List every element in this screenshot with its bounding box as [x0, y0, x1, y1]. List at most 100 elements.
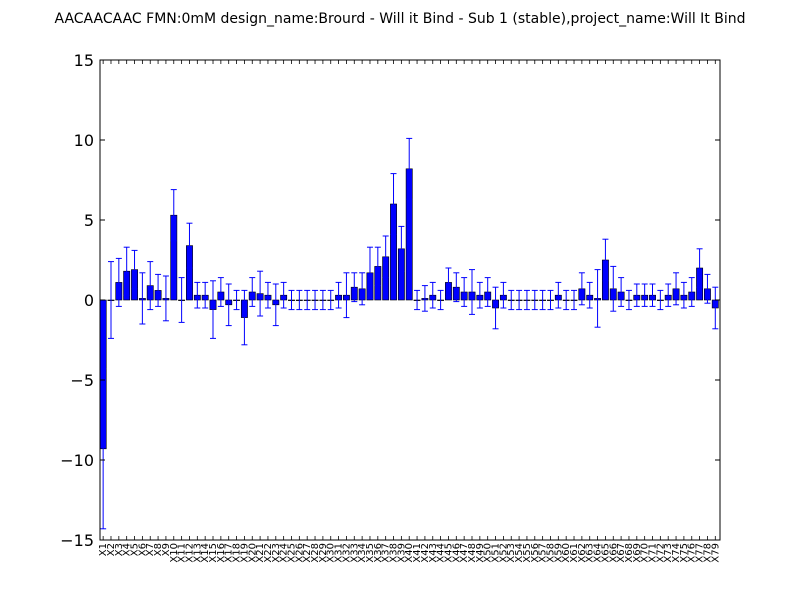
y-tick-label: 15 [74, 51, 94, 70]
x-tick-label: X62 [577, 543, 588, 563]
error-bar-x38 [390, 173, 397, 235]
error-bar-x48 [469, 269, 475, 315]
x-tick-label: X19 [239, 543, 250, 563]
error-bar-x17 [225, 283, 232, 327]
error-bar-x55 [523, 289, 530, 311]
y-tick-label: −5 [70, 371, 94, 390]
x-tick-label: X55 [522, 543, 533, 563]
y-tick-label: −10 [60, 451, 94, 470]
error-bar-x73 [665, 283, 672, 307]
error-bar-x16 [217, 277, 224, 307]
x-tick-label: X65 [600, 543, 611, 563]
x-tick-label: X4 [122, 543, 133, 556]
error-bar-x51 [492, 286, 499, 330]
x-tick-label: X30 [326, 543, 337, 563]
x-tick-label: X43 [428, 543, 439, 563]
y-tick-label: 10 [74, 131, 94, 150]
x-tick-label: X33 [349, 543, 360, 563]
x-tick-label: X21 [255, 543, 266, 563]
error-bar-x24 [280, 281, 287, 309]
x-tick-label: X67 [616, 543, 627, 563]
error-bar-x21 [257, 270, 264, 317]
error-bar-x46 [453, 272, 460, 303]
x-tick-label: X13 [192, 543, 203, 563]
x-tick-label: X12 [184, 543, 195, 563]
x-tick-label: X14 [200, 543, 211, 563]
x-tick-label: X34 [357, 543, 368, 563]
x-tick-label: X45 [443, 543, 454, 563]
x-tick-label: X8 [153, 543, 164, 556]
x-tick-label: X58 [545, 543, 556, 563]
error-bar-x40 [406, 137, 413, 200]
x-tick-label: X25 [286, 543, 297, 563]
x-tick-label: X63 [585, 543, 596, 563]
error-bar-x25 [288, 289, 295, 311]
x-tick-label: X69 [632, 543, 643, 563]
error-bar-x3 [115, 257, 122, 307]
x-tick-label: X23 [271, 543, 282, 563]
error-bar-x75 [680, 281, 687, 309]
x-tick-label: X47 [459, 543, 470, 563]
x-tick-label: X74 [671, 543, 682, 563]
error-bar-x31 [335, 281, 342, 309]
error-bar-x65 [602, 238, 609, 282]
error-bar-x52 [500, 281, 507, 309]
x-axis: X1X2X3X4X5X6X7X8X9X10X11X12X13X14X15X16X… [98, 60, 721, 563]
error-bar-x15 [210, 280, 217, 339]
y-tick-label: 5 [84, 211, 94, 230]
error-bar-x32 [343, 272, 350, 319]
x-tick-label: X66 [608, 543, 619, 563]
error-bar-x47 [461, 277, 468, 307]
x-tick-label: X70 [640, 543, 651, 563]
x-tick-label: X20 [247, 543, 258, 563]
error-bar-x28 [312, 289, 319, 311]
x-tick-label: X17 [224, 543, 235, 563]
x-tick-label: X28 [310, 543, 321, 563]
x-tick-label: X37 [381, 543, 392, 563]
error-bar-x8 [155, 273, 162, 307]
error-bar-x62 [578, 272, 585, 306]
error-bar-x66 [610, 265, 617, 312]
error-bar-x37 [382, 235, 389, 279]
x-tick-label: X31 [334, 543, 345, 563]
error-bar-x50 [484, 277, 491, 307]
x-tick-label: X40 [404, 543, 415, 563]
x-tick-label: X75 [679, 543, 690, 563]
y-axis: −15 −10 −5 0 5 10 15 [60, 51, 720, 550]
x-tick-label: X73 [663, 543, 674, 563]
x-tick-label: X56 [530, 543, 541, 563]
error-bar-x12 [186, 222, 193, 269]
error-bar-x60 [563, 289, 570, 311]
error-bar-x22 [264, 281, 271, 309]
x-tick-label: X3 [114, 543, 125, 556]
error-bar-x11 [178, 277, 185, 323]
x-tick-label: X76 [687, 543, 698, 563]
error-bar-x19 [241, 289, 248, 346]
error-bar-x78 [704, 273, 711, 304]
error-bar-x63 [586, 281, 593, 309]
x-tick-label: X27 [302, 543, 313, 563]
x-tick-label: X72 [655, 543, 666, 563]
error-bar-x33 [351, 272, 358, 303]
x-tick-label: X42 [420, 543, 431, 563]
x-tick-label: X6 [137, 543, 148, 556]
error-bar-x9 [162, 275, 169, 322]
error-bar-x57 [539, 289, 546, 311]
error-bar-x69 [633, 283, 640, 307]
x-tick-label: X54 [514, 543, 525, 563]
x-tick-label: X78 [702, 543, 713, 563]
x-tick-label: X22 [263, 543, 274, 563]
x-tick-label: X2 [106, 543, 117, 556]
error-bar-x67 [618, 277, 625, 307]
x-tick-label: X46 [451, 543, 462, 563]
error-bar-x41 [414, 289, 421, 311]
x-tick-label: X48 [467, 543, 478, 563]
x-tick-label: X60 [561, 543, 572, 563]
error-bar-x70 [641, 283, 648, 307]
x-tick-label: X32 [341, 543, 352, 563]
error-bar-x72 [657, 289, 664, 311]
x-tick-label: X44 [436, 543, 447, 563]
x-tick-label: X77 [695, 543, 706, 563]
x-tick-label: X29 [318, 543, 329, 563]
x-tick-label: X39 [396, 543, 407, 563]
